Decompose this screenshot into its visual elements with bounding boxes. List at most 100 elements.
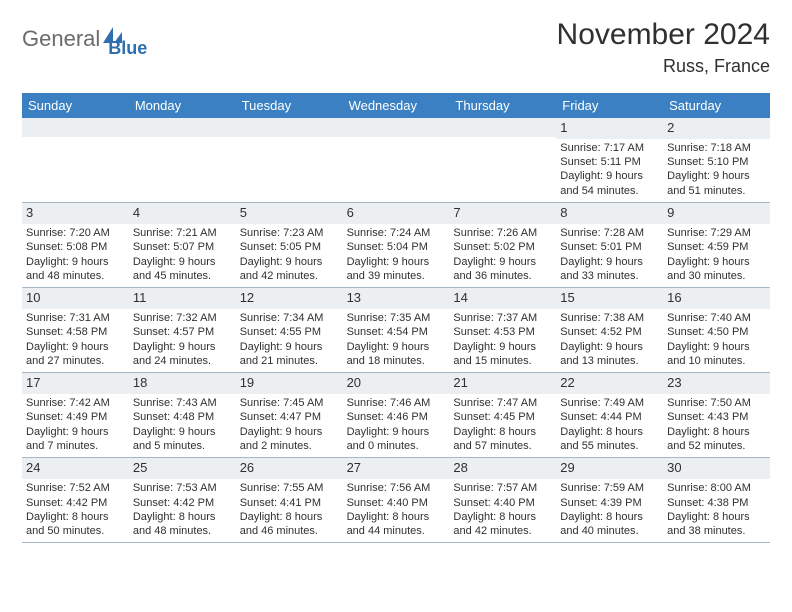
daylight-line: Daylight: 9 hours and 27 minutes.	[26, 340, 125, 369]
sunset-line: Sunset: 4:50 PM	[667, 325, 766, 339]
day-number: 5	[236, 203, 343, 224]
day-number: 3	[22, 203, 129, 224]
day-number: 13	[343, 288, 450, 309]
sunrise-line: Sunrise: 8:00 AM	[667, 481, 766, 495]
sunset-line: Sunset: 5:02 PM	[453, 240, 552, 254]
day-cell: 21Sunrise: 7:47 AMSunset: 4:45 PMDayligh…	[449, 373, 556, 457]
daylight-line: Daylight: 9 hours and 45 minutes.	[133, 255, 232, 284]
day-number: 20	[343, 373, 450, 394]
daylight-line: Daylight: 9 hours and 13 minutes.	[560, 340, 659, 369]
sunrise-line: Sunrise: 7:23 AM	[240, 226, 339, 240]
sunset-line: Sunset: 4:55 PM	[240, 325, 339, 339]
sunset-line: Sunset: 4:46 PM	[347, 410, 446, 424]
sunset-line: Sunset: 4:54 PM	[347, 325, 446, 339]
daylight-line: Daylight: 9 hours and 36 minutes.	[453, 255, 552, 284]
sunset-line: Sunset: 4:43 PM	[667, 410, 766, 424]
day-cell: 11Sunrise: 7:32 AMSunset: 4:57 PMDayligh…	[129, 288, 236, 372]
weekday-header: Saturday	[663, 93, 770, 118]
day-number: 29	[556, 458, 663, 479]
sunrise-line: Sunrise: 7:59 AM	[560, 481, 659, 495]
sunrise-line: Sunrise: 7:40 AM	[667, 311, 766, 325]
empty-day-band	[343, 118, 450, 137]
day-number: 11	[129, 288, 236, 309]
day-number: 23	[663, 373, 770, 394]
logo: General Blue	[22, 18, 147, 59]
week-row: 10Sunrise: 7:31 AMSunset: 4:58 PMDayligh…	[22, 288, 770, 373]
day-cell: 24Sunrise: 7:52 AMSunset: 4:42 PMDayligh…	[22, 458, 129, 542]
sunset-line: Sunset: 4:39 PM	[560, 496, 659, 510]
title-block: November 2024 Russ, France	[557, 18, 770, 77]
day-cell: 3Sunrise: 7:20 AMSunset: 5:08 PMDaylight…	[22, 203, 129, 287]
daylight-line: Daylight: 8 hours and 55 minutes.	[560, 425, 659, 454]
day-cell: 8Sunrise: 7:28 AMSunset: 5:01 PMDaylight…	[556, 203, 663, 287]
sunset-line: Sunset: 4:47 PM	[240, 410, 339, 424]
sunset-line: Sunset: 4:57 PM	[133, 325, 232, 339]
day-number: 17	[22, 373, 129, 394]
sunrise-line: Sunrise: 7:26 AM	[453, 226, 552, 240]
day-number: 21	[449, 373, 556, 394]
sunset-line: Sunset: 5:05 PM	[240, 240, 339, 254]
sunrise-line: Sunrise: 7:42 AM	[26, 396, 125, 410]
day-cell	[449, 118, 556, 202]
day-number: 24	[22, 458, 129, 479]
sunrise-line: Sunrise: 7:55 AM	[240, 481, 339, 495]
day-number: 15	[556, 288, 663, 309]
sunrise-line: Sunrise: 7:34 AM	[240, 311, 339, 325]
daylight-line: Daylight: 8 hours and 40 minutes.	[560, 510, 659, 539]
header: General Blue November 2024 Russ, France	[22, 18, 770, 77]
sunrise-line: Sunrise: 7:18 AM	[667, 141, 766, 155]
sunrise-line: Sunrise: 7:52 AM	[26, 481, 125, 495]
sunrise-line: Sunrise: 7:56 AM	[347, 481, 446, 495]
day-cell: 18Sunrise: 7:43 AMSunset: 4:48 PMDayligh…	[129, 373, 236, 457]
daylight-line: Daylight: 8 hours and 38 minutes.	[667, 510, 766, 539]
daylight-line: Daylight: 9 hours and 2 minutes.	[240, 425, 339, 454]
day-number: 10	[22, 288, 129, 309]
daylight-line: Daylight: 9 hours and 42 minutes.	[240, 255, 339, 284]
daylight-line: Daylight: 9 hours and 24 minutes.	[133, 340, 232, 369]
sunset-line: Sunset: 4:42 PM	[133, 496, 232, 510]
weekday-header: Friday	[556, 93, 663, 118]
sunset-line: Sunset: 4:52 PM	[560, 325, 659, 339]
sunset-line: Sunset: 4:53 PM	[453, 325, 552, 339]
day-number: 30	[663, 458, 770, 479]
daylight-line: Daylight: 9 hours and 51 minutes.	[667, 169, 766, 198]
daylight-line: Daylight: 9 hours and 10 minutes.	[667, 340, 766, 369]
day-number: 9	[663, 203, 770, 224]
day-cell	[236, 118, 343, 202]
day-cell: 2 Sunrise: 7:18 AMSunset: 5:10 PMDaylight…	[663, 118, 770, 202]
sunrise-line: Sunrise: 7:50 AM	[667, 396, 766, 410]
weekday-header: Sunday	[22, 93, 129, 118]
weekday-header: Monday	[129, 93, 236, 118]
sunrise-line: Sunrise: 7:37 AM	[453, 311, 552, 325]
day-cell: 12Sunrise: 7:34 AMSunset: 4:55 PMDayligh…	[236, 288, 343, 372]
daylight-line: Daylight: 9 hours and 18 minutes.	[347, 340, 446, 369]
weekday-header: Thursday	[449, 93, 556, 118]
day-number: 4	[129, 203, 236, 224]
daylight-line: Daylight: 8 hours and 48 minutes.	[133, 510, 232, 539]
sunset-line: Sunset: 4:40 PM	[453, 496, 552, 510]
day-number: 2	[663, 118, 770, 139]
day-cell: 16Sunrise: 7:40 AMSunset: 4:50 PMDayligh…	[663, 288, 770, 372]
sunrise-line: Sunrise: 7:35 AM	[347, 311, 446, 325]
sunrise-line: Sunrise: 7:53 AM	[133, 481, 232, 495]
daylight-line: Daylight: 8 hours and 50 minutes.	[26, 510, 125, 539]
sunset-line: Sunset: 5:10 PM	[667, 155, 766, 169]
day-cell: 22Sunrise: 7:49 AMSunset: 4:44 PMDayligh…	[556, 373, 663, 457]
sunset-line: Sunset: 4:48 PM	[133, 410, 232, 424]
day-cell: 10Sunrise: 7:31 AMSunset: 4:58 PMDayligh…	[22, 288, 129, 372]
sunset-line: Sunset: 5:11 PM	[560, 155, 659, 169]
sunset-line: Sunset: 4:40 PM	[347, 496, 446, 510]
location: Russ, France	[557, 56, 770, 77]
day-number: 1	[556, 118, 663, 139]
sunrise-line: Sunrise: 7:46 AM	[347, 396, 446, 410]
daylight-line: Daylight: 9 hours and 54 minutes.	[560, 169, 659, 198]
daylight-line: Daylight: 8 hours and 52 minutes.	[667, 425, 766, 454]
sunrise-line: Sunrise: 7:17 AM	[560, 141, 659, 155]
day-cell: 26Sunrise: 7:55 AMSunset: 4:41 PMDayligh…	[236, 458, 343, 542]
day-cell: 20Sunrise: 7:46 AMSunset: 4:46 PMDayligh…	[343, 373, 450, 457]
day-number: 14	[449, 288, 556, 309]
sunset-line: Sunset: 4:44 PM	[560, 410, 659, 424]
week-row: 17Sunrise: 7:42 AMSunset: 4:49 PMDayligh…	[22, 373, 770, 458]
sunset-line: Sunset: 4:58 PM	[26, 325, 125, 339]
day-number: 26	[236, 458, 343, 479]
